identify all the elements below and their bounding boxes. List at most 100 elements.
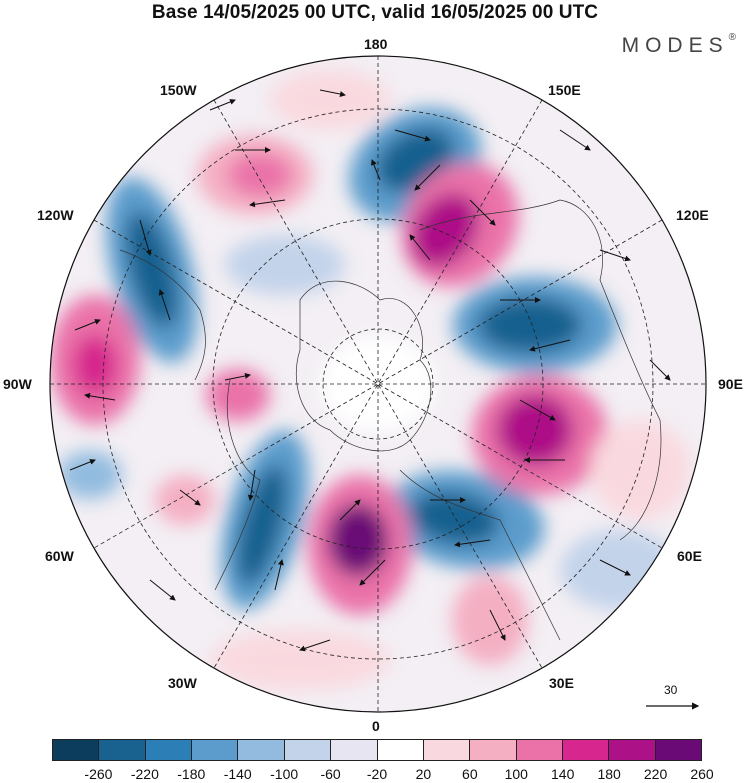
positive-anomaly-core [411, 192, 479, 268]
brand-text: MODES [621, 34, 729, 57]
positive-anomaly-core [73, 335, 117, 395]
positive-anomaly [206, 369, 270, 421]
lon-label-150w: 150W [160, 82, 197, 98]
colorbar-swatch [192, 739, 239, 761]
polar-neutral-zone [320, 336, 436, 432]
anomaly-field [50, 70, 690, 690]
positive-anomaly [210, 630, 390, 690]
reference-vector-value: 30 [664, 683, 678, 697]
colorbar-tick-label: -180 [177, 766, 206, 782]
wind-arrow [489, 609, 506, 641]
colorbar-tick-label: 140 [551, 766, 575, 782]
wind-vectors [69, 89, 671, 652]
wind-arrow [414, 164, 441, 191]
wind-arrow [409, 234, 431, 261]
colorbar-tick-label: -100 [270, 766, 299, 782]
wind-arrow [394, 129, 431, 142]
colorbar-swatch [423, 739, 471, 761]
colorbar-tick-label: 260 [690, 766, 714, 782]
colorbar-swatch [377, 739, 424, 761]
colorbar-swatch [331, 739, 378, 761]
lon-label-180: 180 [364, 36, 388, 52]
lon-label-120w: 120W [37, 207, 74, 223]
colorbar-tick-label: 60 [462, 766, 478, 782]
negative-anomaly-core [125, 211, 179, 329]
arctic-coast [295, 280, 432, 452]
positive-anomaly [590, 420, 690, 520]
wind-arrow [274, 559, 284, 591]
positive-anomaly-core [497, 394, 573, 466]
wind-arrow [69, 459, 96, 471]
colorbar-swatch [99, 739, 146, 761]
canada-coast [119, 249, 206, 381]
negative-anomaly-core [410, 491, 500, 545]
wind-arrow [299, 639, 331, 652]
positive-anomaly [270, 70, 390, 130]
map-boundary [49, 55, 707, 713]
wind-arrow [559, 129, 591, 151]
wind-arrow [469, 199, 496, 226]
meridian [213, 99, 543, 669]
wind-arrow [339, 499, 361, 521]
colorbar-tick-label: 100 [504, 766, 528, 782]
colorbar-ticks: -260 -220 -180 -140 -100 -60 -20 20 60 100 140 180 2… [52, 766, 713, 782]
wind-arrow [599, 249, 631, 262]
meridian [93, 219, 663, 549]
colorbar-tick-label: 20 [415, 766, 432, 782]
colorbar-swatch [655, 739, 703, 761]
negative-anomaly [225, 235, 345, 295]
wind-arrow [371, 159, 381, 181]
wind-arrow [649, 359, 671, 381]
lon-label-120e: 120E [676, 207, 709, 223]
wind-arrow [249, 199, 286, 208]
colorbar [52, 739, 703, 761]
wind-arrow [599, 559, 631, 576]
wind-arrow [319, 89, 346, 97]
wind-arrow [359, 559, 386, 586]
wind-arrow [158, 289, 171, 321]
colorbar-swatch [52, 739, 100, 761]
colorbar-swatch [238, 739, 285, 761]
map-title: Base 14/05/2025 00 UTC, valid 16/05/2025… [151, 2, 599, 23]
colorbar-tick-label: -260 [84, 766, 113, 782]
wind-arrow [209, 99, 236, 111]
wind-arrow [179, 489, 201, 506]
wind-arrow [74, 319, 101, 331]
coastlines [119, 199, 662, 641]
negative-anomaly [58, 451, 122, 499]
colorbar-swatch [609, 739, 656, 761]
colorbar-tick-label: 180 [597, 766, 621, 782]
positive-anomaly [452, 575, 528, 665]
colorbar-tick-label: -220 [130, 766, 159, 782]
wind-arrow [224, 373, 251, 381]
wind-arrow [247, 469, 256, 501]
colorbar-swatch [470, 739, 517, 761]
lon-label-90e: 90E [718, 376, 743, 392]
america-coast [214, 379, 261, 591]
lon-label-60w: 60W [45, 548, 74, 564]
wind-arrow [454, 539, 491, 548]
wind-arrow [519, 399, 556, 421]
latitude-circle [322, 328, 434, 440]
positive-anomaly [155, 475, 215, 525]
negative-anomaly-core [478, 297, 582, 353]
colorbar-swatch [145, 739, 193, 761]
brand-mark: ® [728, 32, 736, 43]
wind-arrow [84, 392, 116, 401]
wind-arrow [149, 579, 176, 601]
colorbar-tick-label: -60 [320, 766, 341, 782]
lon-label-30w: 30W [168, 675, 197, 691]
meridian [93, 219, 663, 549]
positive-anomaly-core [228, 153, 292, 197]
lon-label-150e: 150E [548, 82, 581, 98]
colorbar-swatch [562, 739, 610, 761]
meridian [213, 99, 543, 669]
colorbar-swatch [516, 739, 563, 761]
negative-anomaly-core [236, 464, 288, 586]
positive-anomaly-core [328, 504, 388, 576]
lon-label-0: 0 [372, 718, 380, 734]
colorbar-tick-label: -140 [223, 766, 252, 782]
colorbar-tick-label: -20 [366, 766, 388, 782]
lon-label-30e: 30E [549, 675, 574, 691]
